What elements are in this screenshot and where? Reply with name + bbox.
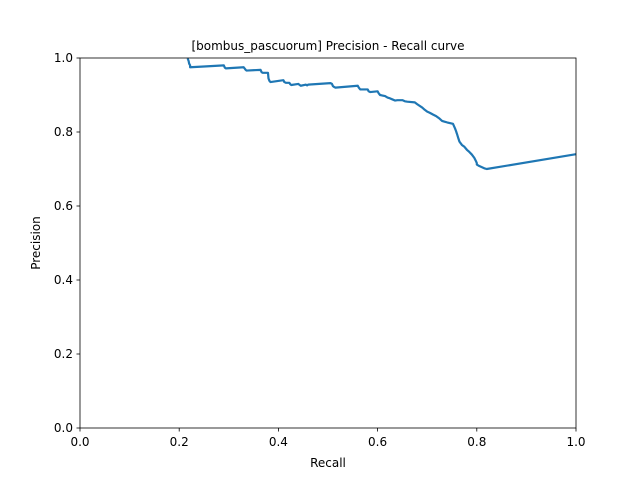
- plot-frame: [79, 57, 577, 429]
- plot-background: [80, 58, 576, 428]
- x-tick-label: 0.6: [368, 435, 387, 449]
- y-tick-label: 0.6: [54, 199, 73, 213]
- x-tick-label: 0.0: [70, 435, 89, 449]
- x-tick-label: 0.2: [170, 435, 189, 449]
- x-axis-label: Recall: [310, 456, 346, 470]
- y-tick-label: 0.0: [54, 421, 73, 435]
- plot-area: [79, 57, 577, 429]
- y-tick-label: 1.0: [54, 51, 73, 65]
- chart-title: [bombus_pascuorum] Precision - Recall cu…: [191, 39, 464, 53]
- x-tick-label: 0.4: [269, 435, 288, 449]
- x-tick-label: 0.8: [467, 435, 486, 449]
- x-axis-ticks: 0.0 0.2 0.4 0.6 0.8 1.0: [70, 428, 586, 449]
- y-axis-label: Precision: [29, 216, 43, 270]
- series-layer: [186, 57, 577, 171]
- y-tick-label: 0.8: [54, 125, 73, 139]
- pr-curve-line: [186, 57, 577, 171]
- x-tick-label: 1.0: [566, 435, 585, 449]
- y-tick-label: 0.4: [54, 273, 73, 287]
- y-tick-label: 0.2: [54, 347, 73, 361]
- y-axis-ticks: 0.0 0.2 0.4 0.6 0.8 1.0: [54, 51, 80, 435]
